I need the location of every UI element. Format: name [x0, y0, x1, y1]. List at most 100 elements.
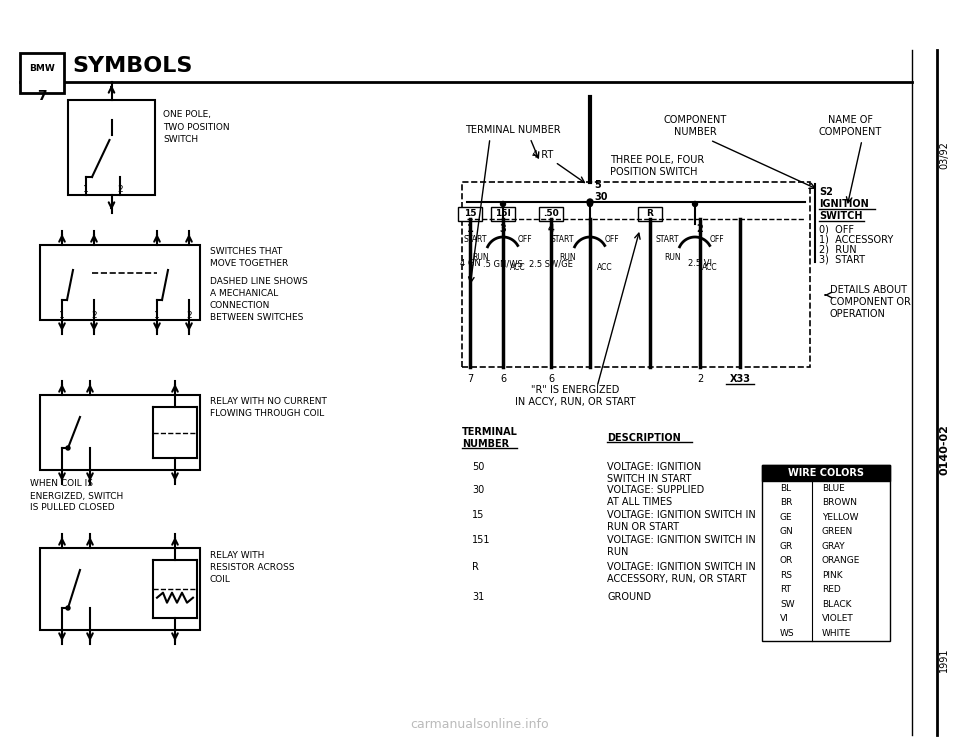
Text: SWITCH: SWITCH	[163, 135, 198, 144]
Text: TWO POSITION: TWO POSITION	[163, 123, 229, 132]
Text: NUMBER: NUMBER	[462, 439, 509, 449]
Text: 4 RT: 4 RT	[532, 150, 553, 160]
Text: carmanualsonline.info: carmanualsonline.info	[411, 719, 549, 731]
Text: 4: 4	[547, 224, 554, 234]
Text: 15: 15	[464, 210, 476, 219]
Text: ACC: ACC	[702, 263, 718, 272]
Text: WHITE: WHITE	[822, 629, 852, 638]
Circle shape	[500, 202, 506, 207]
Text: VOLTAGE: SUPPLIED: VOLTAGE: SUPPLIED	[607, 485, 705, 495]
Text: 2: 2	[697, 224, 704, 234]
Text: 2)  RUN: 2) RUN	[819, 245, 856, 255]
Text: 7: 7	[467, 374, 473, 384]
Text: NAME OF: NAME OF	[828, 115, 873, 125]
Text: 3)  START: 3) START	[819, 255, 865, 265]
Text: 2: 2	[117, 185, 123, 194]
Text: 30: 30	[472, 485, 484, 495]
Text: RT: RT	[780, 586, 791, 594]
Text: RS: RS	[780, 571, 792, 580]
Text: GROUND: GROUND	[607, 592, 651, 602]
Text: PINK: PINK	[822, 571, 843, 580]
Text: 7: 7	[37, 73, 47, 103]
Text: ENERGIZED, SWITCH: ENERGIZED, SWITCH	[30, 492, 123, 501]
Text: BMW: BMW	[29, 64, 55, 73]
Text: .50: .50	[543, 210, 559, 219]
Text: 1: 1	[60, 310, 65, 319]
Text: 1: 1	[155, 310, 160, 319]
Text: 2: 2	[697, 374, 703, 384]
Bar	[638, 207, 662, 221]
Text: S2: S2	[819, 187, 833, 197]
Text: YELLOW: YELLOW	[822, 513, 858, 522]
Text: OR: OR	[780, 557, 793, 565]
Text: RUN: RUN	[560, 252, 576, 261]
Text: VOLTAGE: IGNITION SWITCH IN: VOLTAGE: IGNITION SWITCH IN	[607, 562, 756, 572]
Text: 1991: 1991	[939, 648, 949, 673]
Text: 2.5 VI: 2.5 VI	[688, 260, 712, 269]
Text: "R" IS ENERGIZED: "R" IS ENERGIZED	[531, 385, 619, 395]
Text: GRAY: GRAY	[822, 542, 846, 551]
Text: 2: 2	[91, 310, 97, 319]
Text: 31: 31	[472, 592, 484, 602]
Text: ONE POLE,: ONE POLE,	[163, 111, 211, 120]
Text: GE: GE	[780, 513, 793, 522]
Text: 1)  ACCESSORY: 1) ACCESSORY	[819, 235, 893, 245]
Text: RED: RED	[822, 586, 841, 594]
Bar	[40, 395, 200, 470]
Text: RUN OR START: RUN OR START	[607, 522, 679, 532]
Text: OPERATION: OPERATION	[830, 309, 886, 319]
Text: 3: 3	[499, 224, 506, 234]
Text: 15: 15	[472, 510, 485, 520]
Text: COMPONENT: COMPONENT	[818, 127, 881, 137]
Text: 50: 50	[472, 462, 485, 472]
Text: SWITCH: SWITCH	[819, 211, 862, 221]
Text: NUMBER: NUMBER	[674, 127, 716, 137]
Text: BLACK: BLACK	[822, 600, 852, 609]
Text: RELAY WITH: RELAY WITH	[210, 551, 264, 559]
Text: IN ACCY, RUN, OR START: IN ACCY, RUN, OR START	[515, 397, 636, 407]
Bar	[762, 465, 890, 641]
Text: RUN: RUN	[472, 252, 490, 261]
Bar	[458, 207, 482, 221]
Text: WS: WS	[780, 629, 795, 638]
Bar	[491, 207, 515, 221]
Circle shape	[692, 202, 698, 207]
Text: START: START	[550, 236, 574, 245]
Text: GR: GR	[780, 542, 793, 551]
Text: SW: SW	[780, 600, 795, 609]
Text: RUN: RUN	[664, 252, 682, 261]
Text: .5 GN/WS: .5 GN/WS	[483, 260, 523, 269]
Text: ACC: ACC	[510, 263, 526, 272]
Text: ACC: ACC	[597, 263, 612, 272]
Text: WIRE COLORS: WIRE COLORS	[788, 468, 864, 478]
Text: SYMBOLS: SYMBOLS	[72, 56, 192, 76]
Text: 1: 1	[467, 224, 473, 234]
Circle shape	[66, 446, 70, 450]
Text: COMPONENT OR: COMPONENT OR	[830, 297, 911, 307]
Text: GREEN: GREEN	[822, 527, 853, 536]
Text: GN: GN	[780, 527, 794, 536]
Text: DASHED LINE SHOWS: DASHED LINE SHOWS	[210, 277, 308, 286]
Text: OFF: OFF	[517, 236, 532, 245]
Text: R: R	[472, 562, 479, 572]
Text: 2: 2	[186, 310, 192, 319]
Text: 4 GN: 4 GN	[460, 260, 480, 269]
Text: COMPONENT: COMPONENT	[663, 115, 727, 125]
Text: A MECHANICAL: A MECHANICAL	[210, 289, 278, 298]
Circle shape	[587, 199, 593, 205]
Text: SWITCHES THAT: SWITCHES THAT	[210, 248, 282, 257]
Text: BR: BR	[780, 498, 792, 507]
Bar	[68, 100, 155, 195]
Text: DETAILS ABOUT: DETAILS ABOUT	[830, 285, 907, 295]
Text: VOLTAGE: IGNITION SWITCH IN: VOLTAGE: IGNITION SWITCH IN	[607, 535, 756, 545]
Text: TERMINAL NUMBER: TERMINAL NUMBER	[465, 125, 561, 135]
Text: POSITION SWITCH: POSITION SWITCH	[610, 167, 698, 177]
Text: ORANGE: ORANGE	[822, 557, 860, 565]
Bar	[20, 53, 64, 93]
Text: RUN: RUN	[607, 547, 629, 557]
Text: 5: 5	[594, 180, 601, 190]
Text: THREE POLE, FOUR: THREE POLE, FOUR	[610, 155, 705, 165]
Bar	[40, 548, 200, 630]
Text: SWITCH IN START: SWITCH IN START	[607, 474, 691, 484]
Text: CONNECTION: CONNECTION	[210, 301, 271, 310]
